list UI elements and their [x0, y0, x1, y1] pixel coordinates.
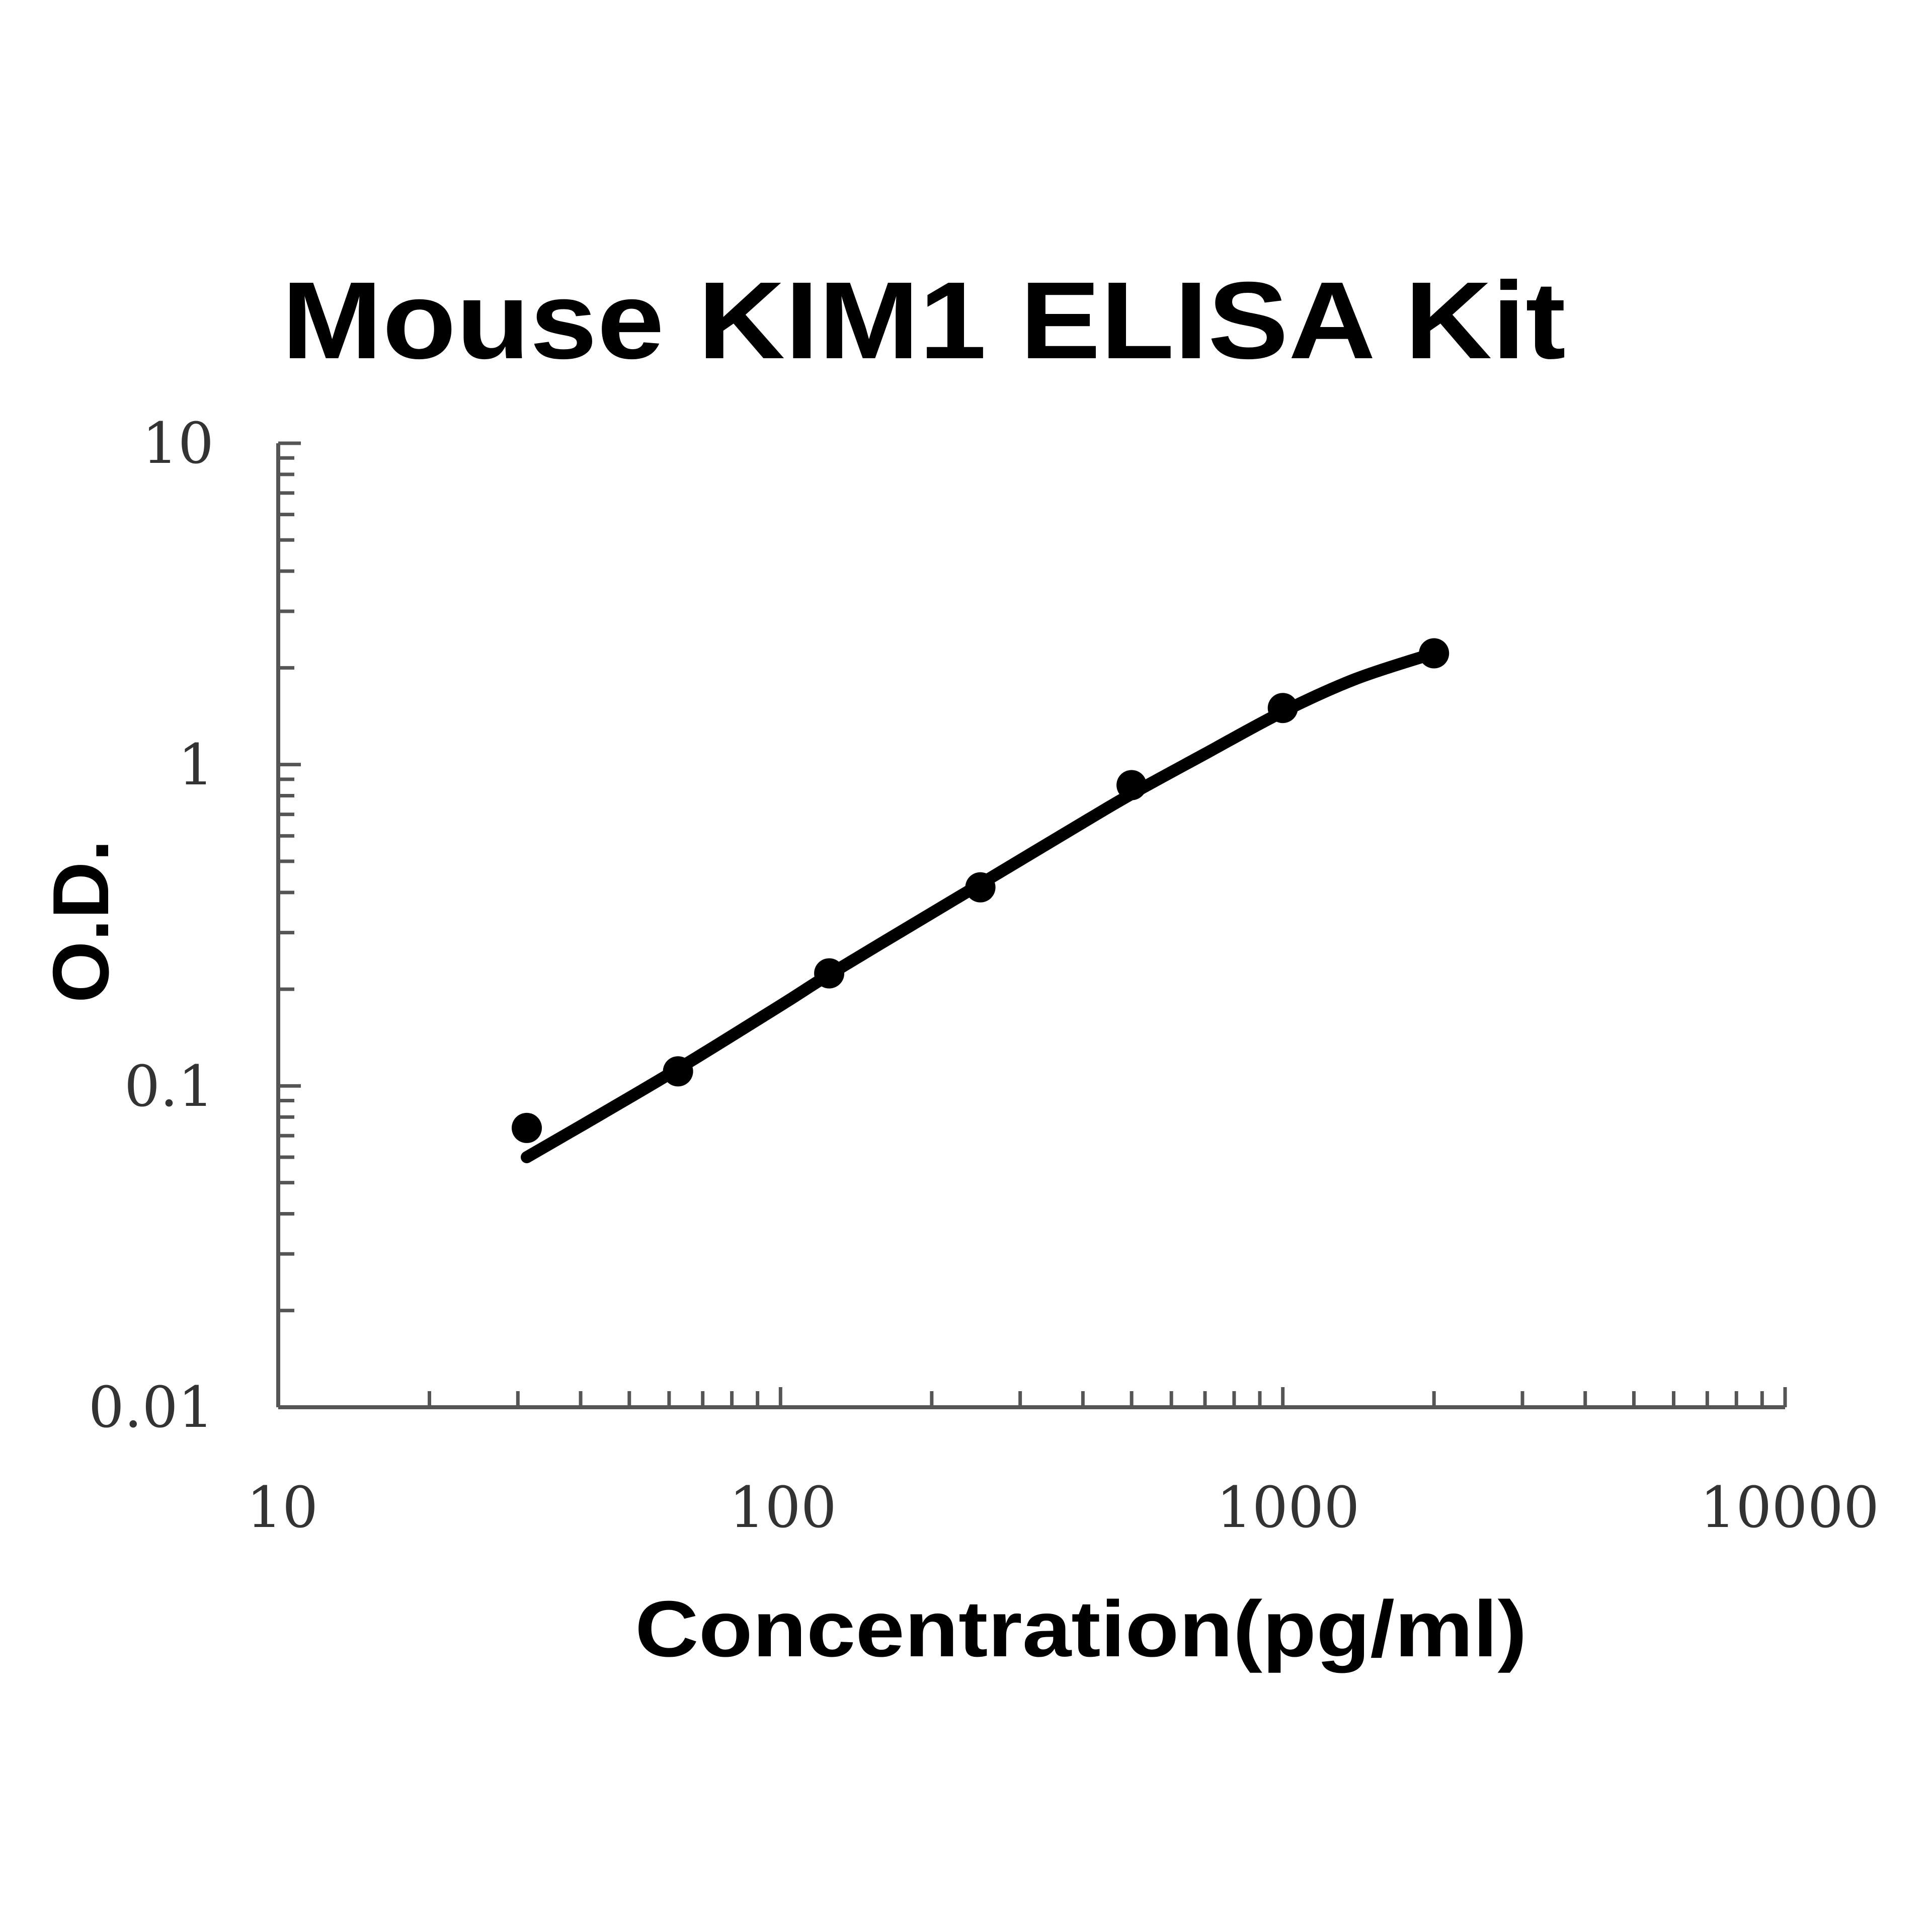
x-tick-label: 100: [729, 1475, 837, 1541]
y-axis-ticks: [278, 441, 301, 1409]
x-tick-label: 10: [247, 1475, 318, 1541]
y-tick-label: 0.1: [124, 1054, 214, 1119]
data-points: [512, 638, 1450, 1143]
x-tick-label: 10000: [1700, 1475, 1879, 1541]
x-tick-label: 1000: [1216, 1475, 1359, 1541]
x-tick-labels: 10 100 1000 10000: [247, 1475, 1879, 1541]
y-tick-label: 1: [178, 733, 214, 798]
y-tick-label: 0.01: [89, 1375, 214, 1440]
chart-title: Mouse KIM1 ELISA Kit: [282, 260, 1566, 382]
data-point: [1419, 638, 1450, 669]
data-point: [512, 1112, 542, 1143]
data-point: [1116, 770, 1147, 800]
data-point: [814, 958, 845, 989]
y-tick-label: 10: [142, 411, 214, 476]
y-tick-labels: 10 1 0.1 0.01: [89, 411, 214, 1440]
data-point: [663, 1056, 693, 1087]
axes: [276, 441, 1787, 1409]
data-point: [1267, 693, 1298, 723]
data-point: [965, 872, 996, 903]
fitted-curve: [521, 647, 1440, 1163]
y-axis-title: O.D.: [37, 840, 125, 1003]
x-axis-ticks: [276, 1387, 1787, 1407]
x-axis-title: Concentration(pg/ml): [635, 1585, 1527, 1673]
